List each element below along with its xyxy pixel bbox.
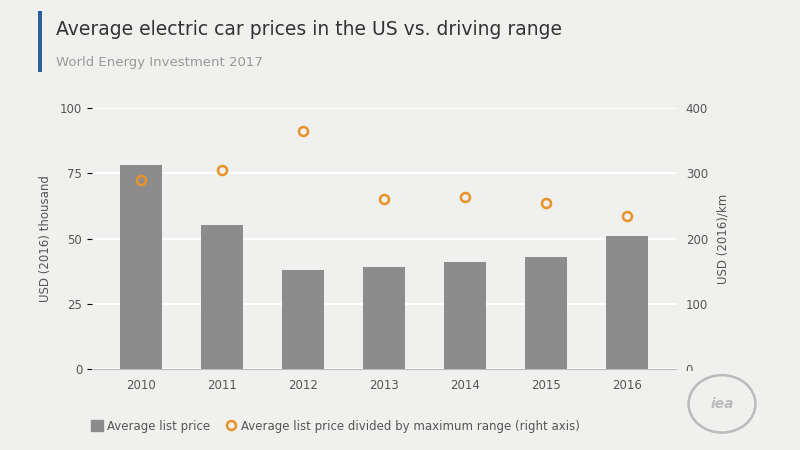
Legend: Average list price, Average list price divided by maximum range (right axis): Average list price, Average list price d… [86, 415, 585, 437]
Bar [282, 270, 324, 369]
Bar [363, 267, 405, 369]
Bar [119, 166, 162, 369]
Text: Average electric car prices in the US vs. driving range: Average electric car prices in the US vs… [56, 20, 562, 39]
Bar [444, 262, 486, 369]
Bar [201, 225, 243, 369]
Y-axis label: USD (2016) thousand: USD (2016) thousand [38, 175, 52, 302]
Bar [525, 257, 567, 369]
Text: World Energy Investment 2017: World Energy Investment 2017 [56, 56, 263, 69]
Text: iea: iea [710, 397, 734, 411]
Y-axis label: USD (2016)/km: USD (2016)/km [716, 194, 730, 284]
Bar [606, 236, 649, 369]
